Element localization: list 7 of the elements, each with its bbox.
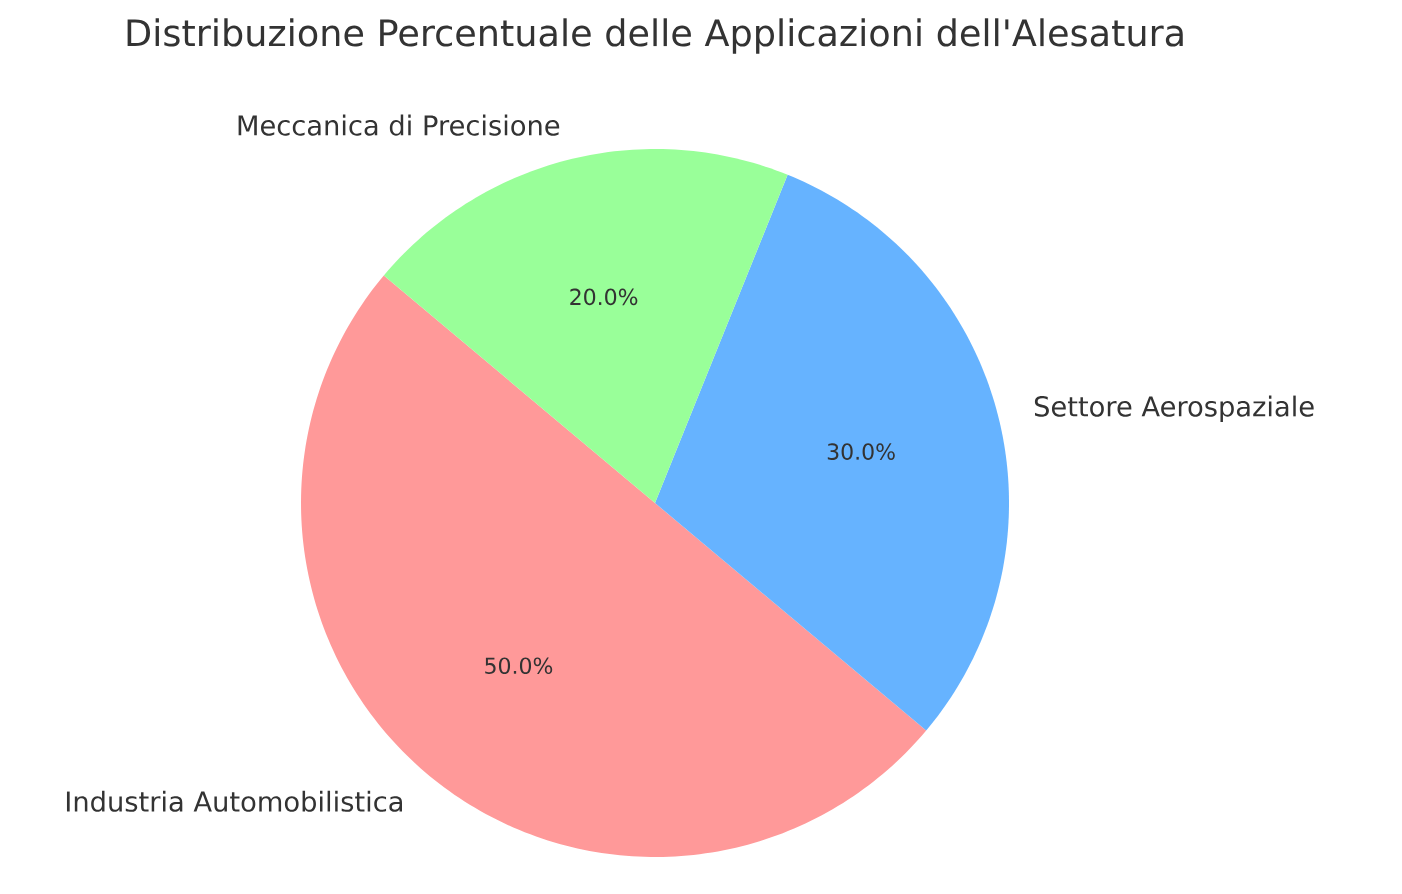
slice-label: Settore Aerospaziale [1034,395,1314,423]
data-label: 20.0% [570,288,638,306]
data-label: 30.0% [827,443,895,460]
slice-label: Industria Automobilistica [66,790,402,812]
chart-title: Distribuzione Percentuale delle Applicazioni dell'Alesatura [127,18,1183,54]
data-label: 50.0% [485,657,553,675]
slice-label: Meccanica di Precisione [238,114,560,136]
